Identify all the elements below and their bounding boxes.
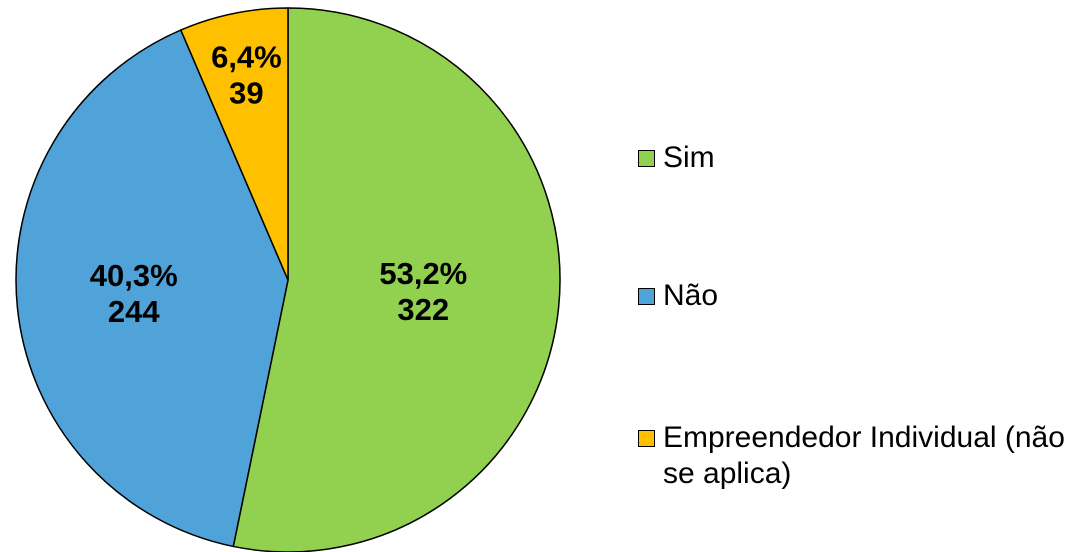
percentage-label: 53,2% [379,256,467,291]
legend-swatch [638,430,655,447]
legend-label: Sim [663,141,715,174]
legend-label: Empreendedor Individual (não se aplica) [663,421,1065,490]
legend-item: Empreendedor Individual (não se aplica) [638,420,1088,492]
pie-slice [232,7,561,552]
legend-item: Não [638,278,1088,314]
value-label: 322 [397,292,449,327]
value-label: 244 [108,294,160,329]
pie-slice [179,7,289,281]
legend-swatch [638,288,655,305]
legend-label: Não [663,279,719,312]
percentage-label: 6,4% [211,40,282,75]
pie-slice [15,29,289,548]
legend-item: Sim [638,140,1088,176]
percentage-label: 40,3% [90,258,178,293]
legend-swatch [638,150,655,167]
value-label: 39 [229,76,263,111]
